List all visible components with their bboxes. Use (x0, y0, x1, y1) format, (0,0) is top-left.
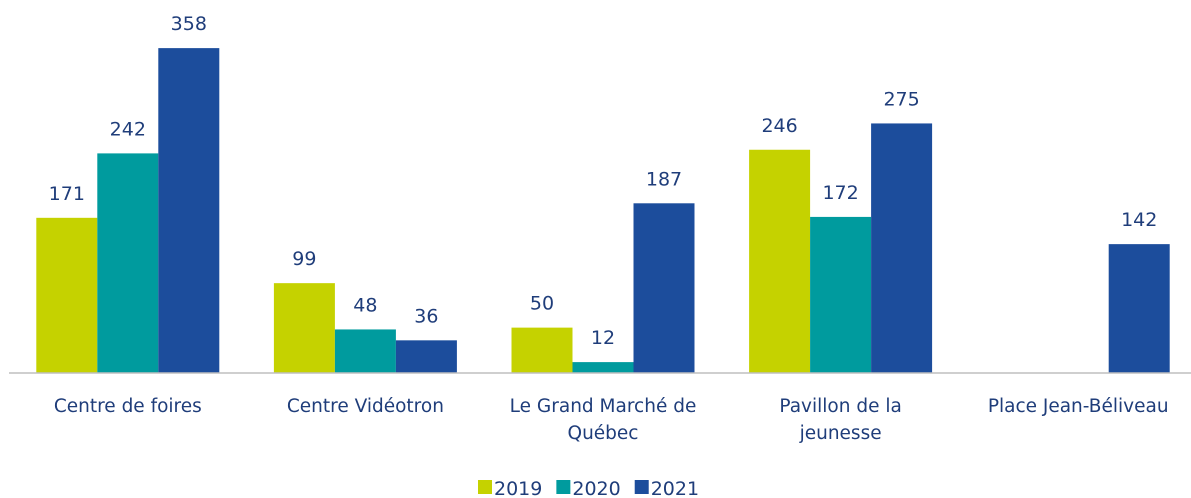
bar (572, 362, 634, 373)
legend-label: 2020 (572, 478, 620, 498)
bar (810, 216, 872, 373)
x-tick-label: Centre de foires (53, 396, 202, 417)
data-label: 50 (530, 293, 554, 315)
data-label: 275 (883, 88, 919, 110)
data-label: 171 (49, 183, 85, 205)
bar (749, 149, 811, 373)
legend-swatch (634, 480, 649, 494)
bar (36, 217, 98, 373)
bar (395, 340, 457, 373)
data-label: 246 (761, 115, 797, 137)
data-label: 172 (822, 182, 858, 204)
data-label: 36 (414, 305, 438, 327)
legend-swatch (556, 480, 571, 494)
legend-swatch (478, 480, 492, 494)
data-label: 242 (110, 118, 146, 140)
data-label: 187 (646, 168, 682, 190)
data-label: 358 (171, 13, 207, 35)
x-tick-label: Place Jean-Béliveau (987, 396, 1169, 417)
bar (511, 327, 573, 373)
data-label: 12 (591, 327, 615, 349)
data-label: 99 (292, 248, 316, 270)
bar (334, 329, 396, 373)
bar (633, 203, 695, 373)
bar (1108, 244, 1170, 373)
bar (871, 123, 933, 373)
x-tick-label: Centre Vidéotron (286, 396, 444, 417)
data-label: 48 (353, 294, 377, 316)
data-label: 142 (1121, 209, 1157, 231)
bar (158, 48, 220, 374)
legend-label: 2021 (651, 478, 699, 498)
bar (97, 153, 159, 373)
x-tick-label: Le Grand Marché de Québec (509, 396, 697, 444)
x-tick-label: Pavillon de la jeunesse (779, 396, 902, 444)
bar (273, 283, 335, 373)
legend-label: 2019 (494, 478, 542, 498)
